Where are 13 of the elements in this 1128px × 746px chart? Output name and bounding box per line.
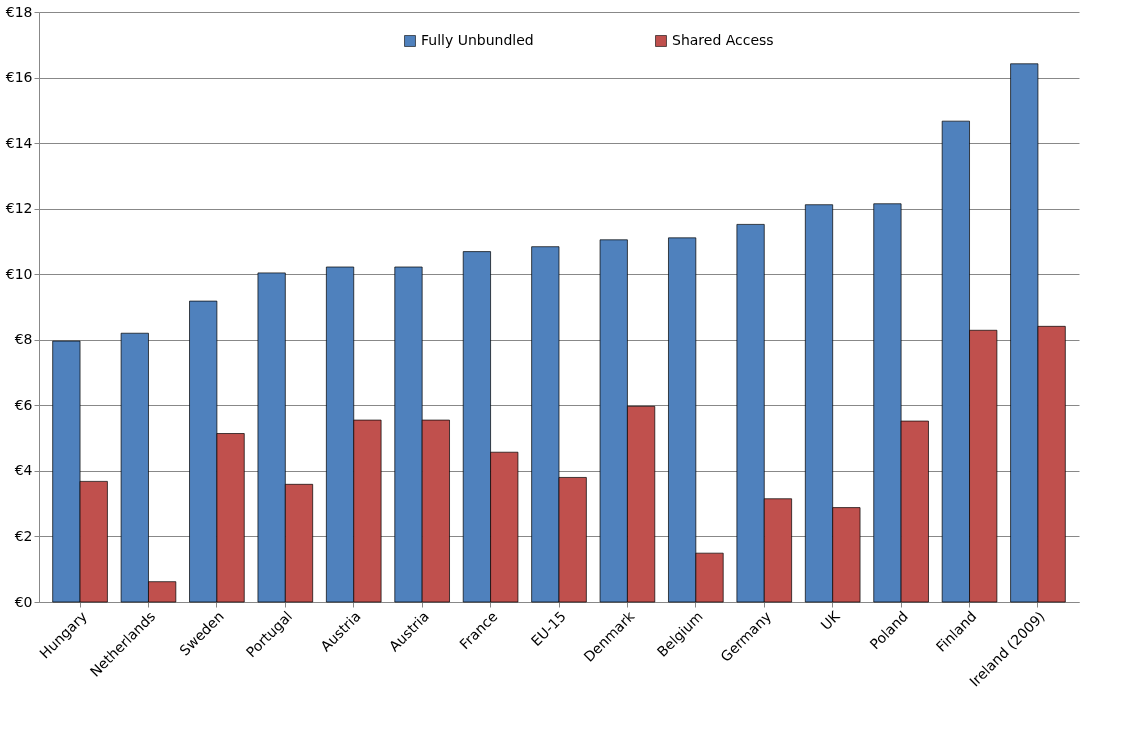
legend-label: Fully Unbundled	[421, 32, 534, 48]
legend-label: Shared Access	[672, 32, 774, 48]
y-tick-label: €4	[14, 462, 33, 479]
y-tick-label: €16	[5, 69, 33, 86]
y-tick-label: €12	[5, 200, 33, 217]
y-tick-label: €6	[14, 396, 33, 413]
y-tick-label: €0	[14, 593, 33, 610]
y-tick-label: €10	[5, 265, 33, 282]
x-tick-label: UK	[817, 607, 844, 634]
y-tick-label: €18	[5, 3, 33, 20]
y-tick-label: €8	[14, 331, 33, 348]
y-tick-label: €2	[14, 527, 33, 544]
y-tick-label: €14	[5, 134, 33, 151]
